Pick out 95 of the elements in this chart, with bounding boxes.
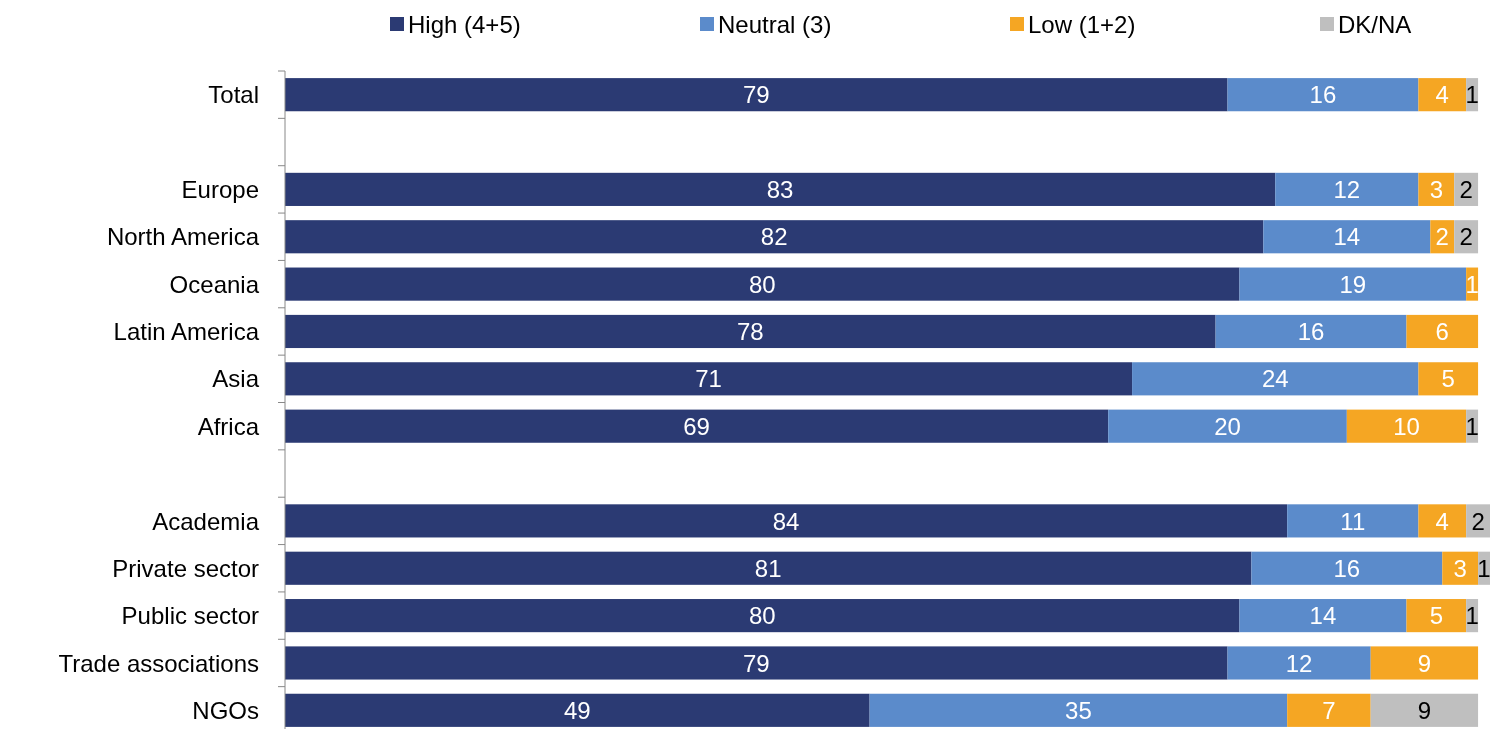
bar: [1287, 693, 1371, 727]
y-tick-label: Asia: [212, 365, 260, 393]
data-label: 14: [1309, 602, 1337, 630]
data-label: 9: [1417, 696, 1432, 724]
data-label: 11: [1340, 507, 1366, 535]
data-label: 5: [1429, 602, 1443, 630]
bar: [285, 693, 870, 727]
data-label: 10: [1393, 412, 1420, 440]
y-tick-label: Public sector: [121, 602, 260, 630]
data-label: 1: [1465, 270, 1479, 298]
bar: [1406, 314, 1479, 349]
data-label: 81: [754, 554, 782, 582]
legend-label: Neutral (3): [718, 10, 832, 38]
bar: [285, 267, 1240, 301]
bar: [1418, 78, 1467, 112]
data-label: 16: [1333, 554, 1361, 582]
y-tick-label: North America: [106, 223, 260, 251]
y-tick-label: Africa: [197, 412, 260, 440]
data-label: 6: [1435, 318, 1449, 346]
bar: [1227, 646, 1371, 680]
data-label: 16: [1309, 81, 1337, 109]
data-label: 5: [1441, 365, 1455, 393]
data-label: 20: [1214, 412, 1241, 440]
y-tick-label: Europe: [181, 176, 259, 204]
data-label: 7: [1322, 696, 1336, 724]
data-label: 3: [1429, 176, 1443, 204]
data-label: 4: [1435, 81, 1449, 109]
bar: [1108, 409, 1347, 443]
y-tick-label: NGOs: [192, 696, 259, 724]
data-label: 80: [748, 602, 776, 630]
y-tick-label: Private sector: [112, 554, 260, 582]
data-label: 12: [1333, 176, 1361, 204]
y-tick-label: Latin America: [113, 318, 260, 346]
bar: [1263, 220, 1431, 254]
bar: [285, 220, 1264, 254]
y-tick-label: Academia: [152, 507, 260, 535]
bar: [285, 172, 1276, 206]
bar: [1275, 172, 1419, 206]
data-label: 2: [1459, 223, 1473, 251]
bar: [285, 599, 1240, 633]
bar: [1287, 504, 1419, 538]
data-label: 79: [742, 81, 770, 109]
bar: [285, 409, 1109, 443]
data-label: 9: [1417, 649, 1432, 677]
bar: [285, 314, 1216, 349]
legend-label: High (4+5): [408, 10, 521, 38]
data-label: 3: [1453, 554, 1467, 582]
data-label: 1: [1465, 602, 1479, 630]
data-label: 12: [1285, 649, 1313, 677]
data-label: 1: [1465, 412, 1479, 440]
bar: [285, 646, 1228, 680]
y-tick-label: Trade associations: [58, 649, 259, 677]
bar: [1132, 362, 1419, 396]
bar: [869, 693, 1288, 727]
data-label: 71: [695, 365, 722, 393]
bar: [1418, 362, 1479, 396]
bar: [1346, 409, 1467, 443]
data-label: 19: [1339, 270, 1367, 298]
bar: [1418, 172, 1455, 206]
data-label: 69: [683, 412, 710, 440]
data-label: 2: [1471, 507, 1485, 535]
data-label: 1: [1465, 81, 1479, 109]
data-label: 14: [1333, 223, 1361, 251]
bar: [1406, 599, 1467, 633]
legend-label: Low (1+2): [1028, 10, 1136, 38]
data-label: 78: [736, 318, 764, 346]
data-label: 80: [748, 270, 776, 298]
data-label: 16: [1297, 318, 1325, 346]
legend-label: DK/NA: [1338, 10, 1412, 38]
data-label: 24: [1261, 365, 1289, 393]
bar: [1370, 646, 1479, 680]
data-label: 35: [1065, 696, 1092, 724]
bar: [285, 78, 1228, 112]
data-label: 2: [1435, 223, 1449, 251]
data-label: 84: [772, 507, 800, 535]
data-label: 82: [760, 223, 788, 251]
bar: [1215, 314, 1407, 349]
y-tick-label: Total: [208, 81, 259, 109]
data-label: 4: [1435, 507, 1449, 535]
data-label: 83: [766, 176, 794, 204]
data-label: 1: [1477, 554, 1491, 582]
y-tick-label: Oceania: [169, 270, 260, 298]
bar: [285, 362, 1133, 396]
bar: [1239, 599, 1407, 633]
data-label: 2: [1459, 176, 1473, 204]
bar: [1370, 693, 1479, 727]
data-label: 49: [563, 696, 591, 724]
bar: [1418, 504, 1467, 538]
bar: [285, 504, 1288, 538]
bar: [1239, 267, 1467, 301]
bar: [285, 551, 1252, 585]
bar: [1442, 551, 1479, 585]
bar: [1251, 551, 1443, 585]
data-label: 79: [742, 649, 770, 677]
bar: [1227, 78, 1419, 112]
